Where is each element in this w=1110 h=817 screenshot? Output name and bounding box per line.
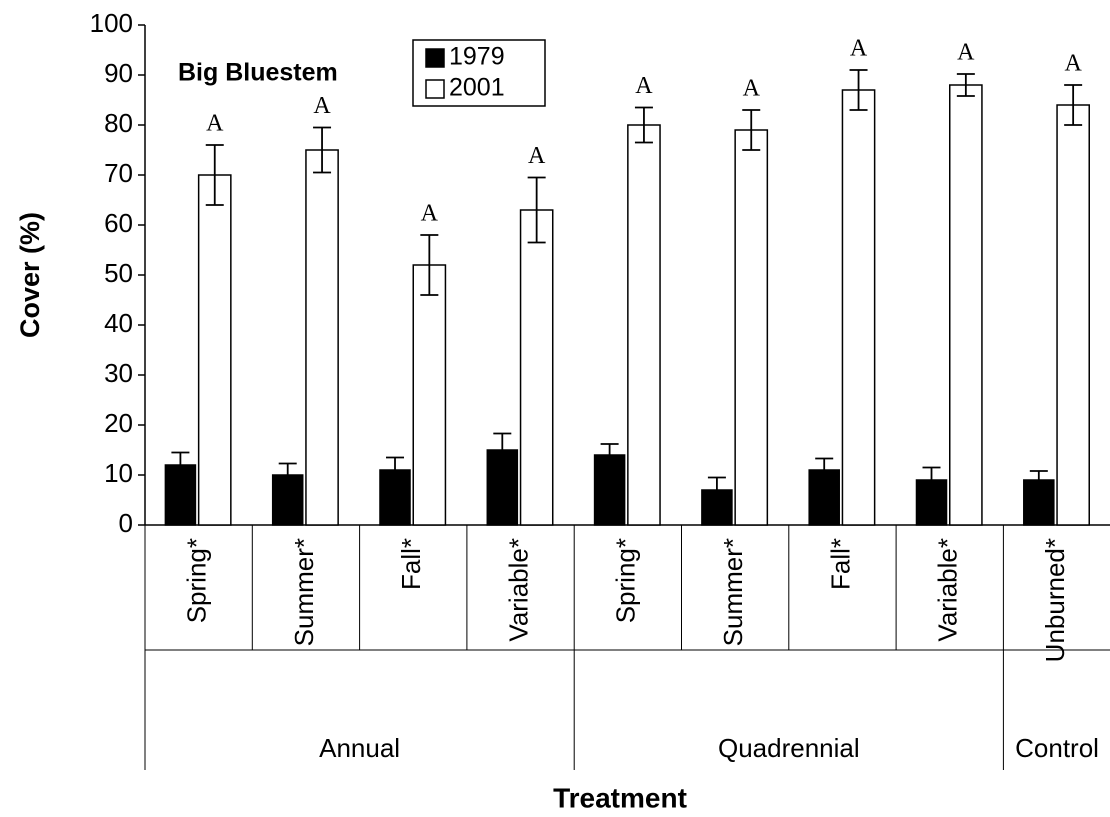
- error-bar: [493, 432, 512, 468]
- y-tick-label: 30: [104, 358, 133, 388]
- y-tick-label: 20: [104, 408, 133, 438]
- x-tick-label: Variable*: [933, 538, 963, 642]
- x-tick-label: Summer*: [289, 538, 319, 646]
- error-bar: [527, 176, 546, 244]
- y-axis-label: Cover (%): [15, 212, 45, 338]
- bar: [949, 84, 983, 526]
- y-tick-label: 40: [104, 308, 133, 338]
- bar: [701, 489, 733, 526]
- bar: [734, 129, 769, 526]
- chart-title: Big Bluestem: [178, 59, 338, 87]
- significance-letter: A: [635, 73, 653, 99]
- bar: [519, 209, 554, 526]
- significance-letter: A: [1064, 51, 1082, 77]
- error-bar: [922, 466, 941, 494]
- significance-letter: A: [957, 40, 975, 66]
- significance-letter: A: [313, 93, 331, 119]
- x-tick-label: Spring*: [182, 538, 212, 623]
- legend-label: 1979: [449, 43, 505, 71]
- x-axis-label: Treatment: [553, 782, 687, 813]
- bar: [627, 124, 661, 526]
- y-tick-label: 10: [104, 458, 133, 488]
- bar: [305, 149, 339, 526]
- y-tick-label: 100: [90, 8, 133, 38]
- x-tick-label: Summer*: [718, 538, 748, 646]
- error-bar: [1064, 84, 1083, 126]
- y-tick-label: 0: [119, 508, 133, 538]
- error-bar: [600, 443, 619, 467]
- error-bar: [956, 73, 975, 97]
- y-tick-label: 50: [104, 258, 133, 288]
- significance-letter: A: [421, 201, 439, 227]
- x-tick-label: Fall*: [825, 538, 855, 590]
- error-bar: [707, 476, 726, 504]
- group-label: Annual: [319, 733, 400, 763]
- legend-swatch: [425, 48, 445, 68]
- error-bar: [171, 451, 190, 479]
- bar: [841, 89, 876, 526]
- significance-letter: A: [850, 36, 868, 62]
- error-bar: [1029, 470, 1048, 490]
- error-bar: [849, 69, 868, 111]
- error-bar: [205, 144, 224, 206]
- bar: [1056, 104, 1090, 526]
- error-bar: [278, 462, 297, 488]
- y-tick-label: 90: [104, 58, 133, 88]
- y-tick-label: 60: [104, 208, 133, 238]
- group-label: Quadrennial: [718, 733, 860, 763]
- error-bar: [420, 234, 439, 296]
- x-tick-label: Variable*: [503, 538, 533, 642]
- x-tick-label: Unburned*: [1040, 538, 1070, 662]
- legend-swatch: [425, 79, 445, 99]
- y-tick-label: 80: [104, 108, 133, 138]
- significance-letter: A: [528, 143, 546, 169]
- significance-letter: A: [206, 111, 224, 137]
- error-bar: [815, 457, 834, 483]
- error-bar: [742, 109, 761, 151]
- y-tick-label: 70: [104, 158, 133, 188]
- legend-label: 2001: [449, 74, 505, 102]
- group-label: Control: [1015, 733, 1099, 763]
- bar: [197, 174, 232, 526]
- bar: [412, 264, 447, 526]
- x-tick-label: Spring*: [611, 538, 641, 623]
- error-bar: [386, 456, 405, 484]
- error-bar: [634, 106, 653, 144]
- bar: [271, 474, 304, 526]
- x-tick-label: Fall*: [396, 538, 426, 590]
- significance-letter: A: [743, 76, 761, 102]
- error-bar: [313, 126, 332, 174]
